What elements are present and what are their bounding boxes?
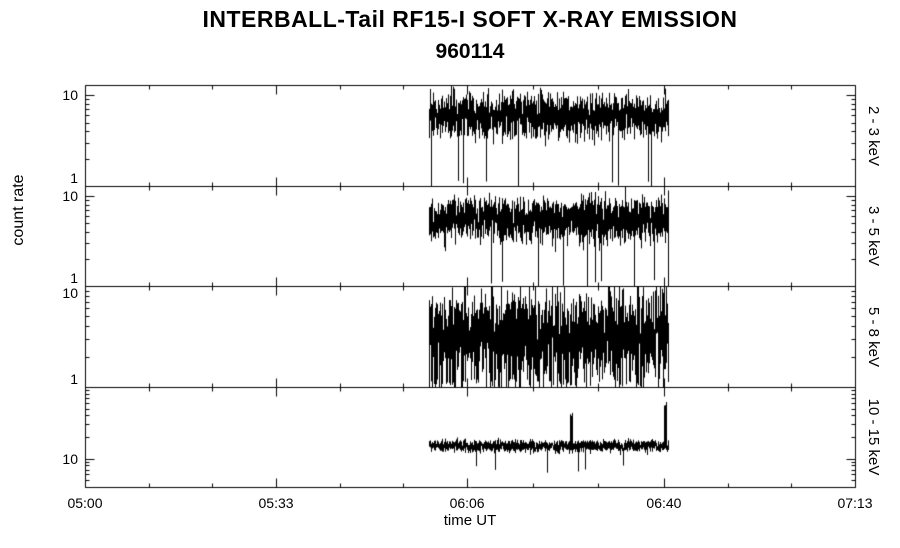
x-tick-label: 06:06: [449, 495, 485, 511]
y-tick-label: 1: [70, 270, 78, 286]
y-tick-label: 1: [70, 371, 78, 387]
y-tick-label: 10: [62, 285, 78, 301]
chart-subtitle-date: 960114: [435, 40, 505, 63]
x-axis-title: time UT: [443, 512, 497, 529]
y-tick-label: 10: [62, 188, 78, 205]
x-tick-label: 05:00: [67, 495, 103, 511]
x-tick-label: 07:13: [837, 495, 873, 511]
y-tick-label: 10: [62, 450, 78, 467]
chart-title: INTERBALL-Tail RF15-I SOFT X-RAY EMISSIO…: [202, 6, 738, 32]
y-tick-label: 1: [70, 170, 78, 186]
x-tick-label: 05:33: [258, 495, 294, 511]
band-label-4: 10 - 15 keV: [865, 398, 882, 476]
x-tick-label: 06:40: [646, 495, 682, 511]
y-tick-label: 10: [62, 87, 78, 104]
y-axis-title: count rate: [10, 174, 27, 246]
